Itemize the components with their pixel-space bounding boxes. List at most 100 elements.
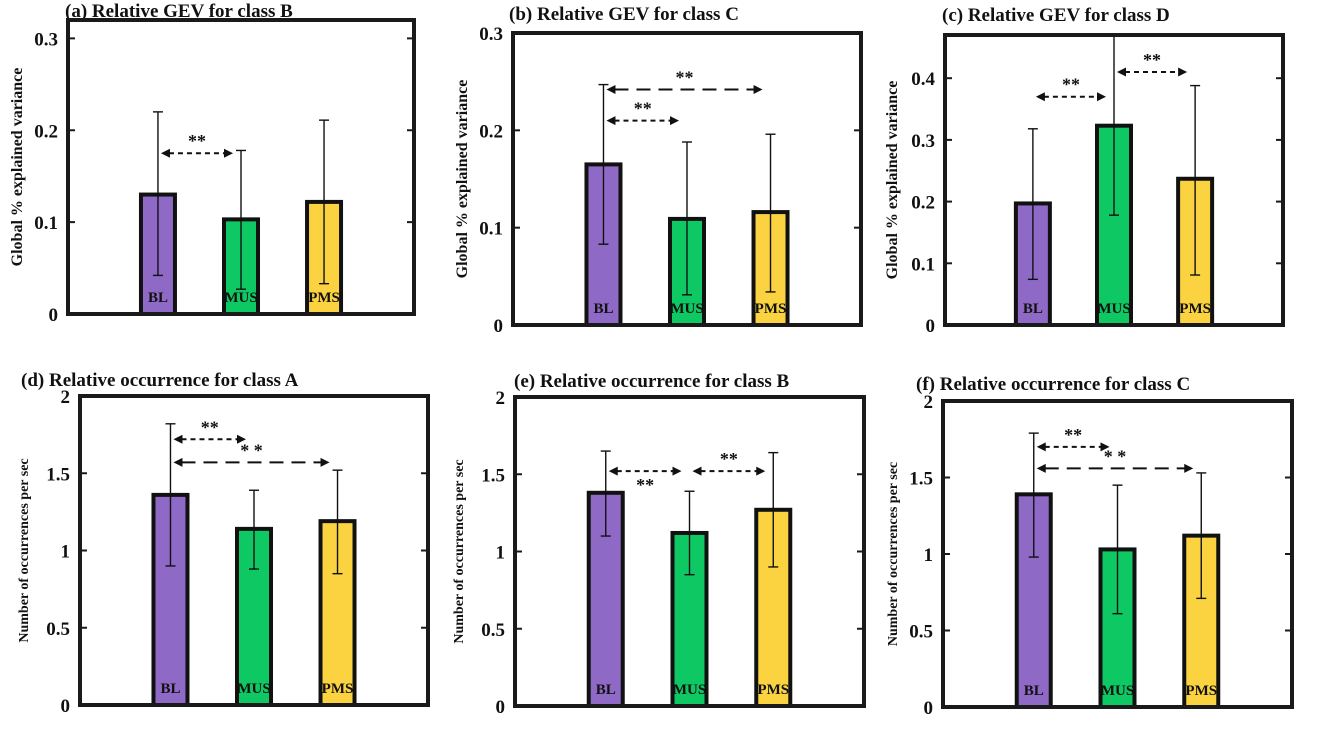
arrowhead-right bbox=[237, 434, 246, 444]
arrowhead-left bbox=[606, 84, 616, 94]
y-tick-label: 0.3 bbox=[911, 131, 935, 152]
y-tick-label: 0.5 bbox=[909, 622, 933, 643]
y-tick-label: 2 bbox=[496, 388, 506, 409]
y-tick-label: 0.1 bbox=[479, 219, 503, 240]
arrowhead-right bbox=[672, 466, 682, 476]
x-tick-label: BL bbox=[1023, 301, 1043, 317]
panel-a: (a) Relative GEV for class B Global % exp… bbox=[9, 1, 416, 326]
arrowhead-right bbox=[320, 457, 330, 467]
axes-frame bbox=[66, 18, 416, 316]
y-tick-label: 2 bbox=[924, 392, 934, 413]
significance-label: * * bbox=[1104, 446, 1127, 466]
significance-marker: ** bbox=[1035, 75, 1106, 102]
significance-marker: ** bbox=[160, 131, 233, 158]
bar-mus bbox=[1095, 123, 1133, 327]
panel-title: (c) Relative GEV for class D bbox=[942, 5, 1170, 26]
x-tick-label: PMS bbox=[1185, 683, 1217, 699]
y-tick-label: 1.5 bbox=[46, 464, 70, 485]
y-tick-label: 0.3 bbox=[34, 29, 58, 50]
significance-label: ** bbox=[636, 475, 654, 495]
panel-title: (e) Relative occurrence for class B bbox=[514, 371, 790, 392]
x-tick-label: MUS bbox=[224, 290, 257, 306]
significance-marker: ** bbox=[692, 449, 766, 476]
y-tick-label: 2 bbox=[61, 387, 71, 408]
panel-d: (d) Relative occurrence for class A Numbe… bbox=[17, 370, 430, 717]
y-tick-label: 0.5 bbox=[46, 619, 70, 640]
significance-marker: ** bbox=[1036, 425, 1110, 452]
arrowhead-right bbox=[1178, 67, 1188, 77]
arrowhead-left bbox=[173, 457, 183, 467]
panel-e: (e) Relative occurrence for class B Numbe… bbox=[452, 371, 866, 718]
panel-title: (f) Relative occurrence for class C bbox=[916, 374, 1190, 395]
significance-marker: * * bbox=[173, 440, 330, 467]
x-tick-label: BL bbox=[593, 301, 613, 317]
y-tick-label: 0.5 bbox=[481, 620, 505, 641]
y-axis-label: Number of occurrences per sec bbox=[886, 462, 901, 646]
y-tick-label: 0 bbox=[61, 696, 71, 717]
panel-title: (b) Relative GEV for class C bbox=[509, 4, 739, 25]
x-tick-label: BL bbox=[160, 681, 180, 697]
y-tick-label: 0.2 bbox=[911, 193, 935, 214]
arrowhead-left bbox=[692, 466, 702, 476]
y-tick-label: 0.2 bbox=[479, 121, 503, 142]
significance-marker: ** bbox=[606, 99, 679, 126]
y-axis-label: Number of occurrences per sec bbox=[17, 458, 32, 642]
significance-label: ** bbox=[1143, 50, 1161, 70]
arrowhead-right bbox=[224, 148, 233, 158]
x-tick-label: MUS bbox=[673, 682, 706, 698]
arrowhead-left bbox=[1117, 67, 1126, 77]
x-tick-label: MUS bbox=[1097, 301, 1130, 317]
significance-label: ** bbox=[188, 131, 206, 151]
x-tick-label: BL bbox=[596, 682, 616, 698]
x-tick-label: MUS bbox=[1101, 683, 1134, 699]
y-axis-label: Global % explained variance bbox=[884, 81, 901, 280]
y-tick-label: 0 bbox=[494, 316, 504, 337]
significance-marker: ** bbox=[606, 67, 763, 94]
arrowhead-right bbox=[1184, 463, 1194, 473]
panel-b: (b) Relative GEV for class C Global % exp… bbox=[454, 4, 863, 337]
arrowhead-left bbox=[160, 148, 170, 158]
y-tick-label: 0 bbox=[496, 697, 506, 718]
significance-label: ** bbox=[720, 449, 738, 469]
significance-label: ** bbox=[201, 417, 219, 437]
significance-label: * * bbox=[240, 440, 263, 460]
x-tick-label: PMS bbox=[308, 290, 340, 306]
arrowhead-left bbox=[1035, 92, 1045, 102]
x-tick-label: PMS bbox=[322, 681, 354, 697]
y-tick-label: 1.5 bbox=[909, 469, 933, 490]
y-tick-label: 1 bbox=[61, 542, 71, 563]
y-tick-label: 1.5 bbox=[481, 465, 505, 486]
y-axis-label: Global % explained variance bbox=[9, 68, 26, 267]
arrowhead-right bbox=[1097, 92, 1106, 102]
arrowhead-left bbox=[1036, 463, 1046, 473]
y-tick-label: 0.3 bbox=[479, 24, 503, 45]
significance-marker: * * bbox=[1036, 446, 1194, 473]
significance-label: ** bbox=[1062, 75, 1080, 95]
y-tick-label: 0 bbox=[49, 305, 59, 326]
y-axis-label: Global % explained variance bbox=[454, 80, 471, 279]
arrowhead-left bbox=[1036, 442, 1046, 452]
x-tick-label: PMS bbox=[755, 301, 787, 317]
x-tick-label: BL bbox=[1024, 683, 1044, 699]
arrowhead-right bbox=[670, 116, 679, 126]
significance-marker: ** bbox=[173, 417, 246, 444]
significance-label: ** bbox=[634, 99, 652, 119]
arrowhead-right bbox=[756, 466, 766, 476]
y-tick-label: 0.1 bbox=[911, 254, 935, 275]
axes-frame bbox=[511, 31, 863, 327]
x-tick-label: PMS bbox=[757, 682, 789, 698]
x-tick-label: MUS bbox=[670, 301, 703, 317]
arrowhead-right bbox=[753, 84, 763, 94]
y-tick-label: 0 bbox=[926, 316, 936, 337]
arrowhead-right bbox=[1100, 442, 1110, 452]
significance-marker: ** bbox=[1117, 50, 1188, 77]
panel-c: (c) Relative GEV for class D Global % exp… bbox=[884, 5, 1285, 337]
y-tick-label: 1 bbox=[496, 543, 506, 564]
axes-frame bbox=[943, 33, 1285, 327]
arrowhead-left bbox=[608, 466, 618, 476]
y-axis-label: Number of occurrences per sec bbox=[452, 459, 467, 643]
y-tick-label: 0.4 bbox=[911, 69, 935, 90]
panel-title: (d) Relative occurrence for class A bbox=[21, 370, 299, 391]
x-tick-label: MUS bbox=[237, 681, 270, 697]
